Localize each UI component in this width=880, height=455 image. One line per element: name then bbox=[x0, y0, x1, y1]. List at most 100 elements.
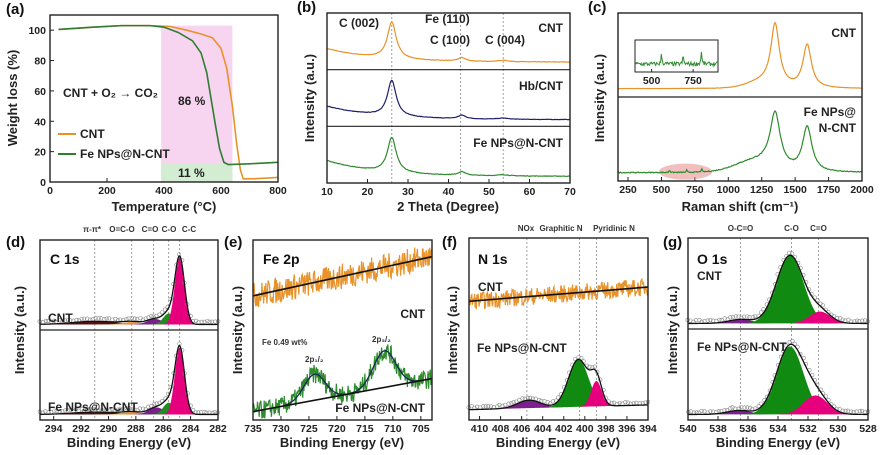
y-axis-label: Intensity (a.u.) bbox=[592, 54, 607, 142]
peak-label: Graphitic N bbox=[539, 224, 582, 233]
fit-component-1 bbox=[688, 346, 868, 415]
data-point bbox=[213, 319, 218, 324]
data-point bbox=[511, 400, 516, 405]
data-point bbox=[693, 317, 699, 323]
data-point bbox=[154, 401, 159, 406]
annotation: C (004) bbox=[485, 33, 525, 47]
data-point bbox=[141, 406, 146, 411]
x-tick-label: 536 bbox=[739, 423, 757, 435]
shaded-region bbox=[161, 25, 233, 182]
x-tick-label: 410 bbox=[471, 423, 489, 435]
series-label: N-CNT bbox=[819, 121, 857, 135]
peak-label: π-π* bbox=[83, 225, 102, 234]
data-point bbox=[82, 316, 87, 321]
x-tick-label: 720 bbox=[328, 423, 346, 435]
x-axis-label: Binding Energy (eV) bbox=[67, 435, 191, 450]
data-point bbox=[545, 399, 550, 405]
fit-component-4 bbox=[40, 257, 218, 325]
y-tick-label: 80 bbox=[34, 56, 46, 68]
series-label: Fe NPs@N-CNT bbox=[335, 401, 425, 415]
data-point bbox=[617, 401, 622, 406]
data-point bbox=[815, 297, 820, 303]
y-tick-label: 40 bbox=[34, 116, 46, 128]
x-tick-label: 20 bbox=[362, 186, 374, 198]
panel-title: N 1s bbox=[478, 251, 508, 267]
data-point bbox=[756, 403, 761, 409]
y-axis-label: Intensity (a.u.) bbox=[665, 286, 680, 374]
peak-label: C-O bbox=[162, 225, 177, 234]
series-label: CNT bbox=[697, 269, 722, 283]
data-point bbox=[741, 314, 747, 319]
data-point bbox=[93, 315, 98, 321]
x-tick-label: 286 bbox=[154, 423, 172, 435]
inset-tick-label: 750 bbox=[684, 75, 702, 87]
annotation: 2p₁/₂ bbox=[305, 355, 324, 364]
peak-label: C=O bbox=[142, 225, 159, 234]
data-point bbox=[73, 407, 78, 412]
panel-title: O 1s bbox=[697, 251, 728, 267]
series-line-1 bbox=[58, 24, 279, 166]
data-point bbox=[129, 315, 135, 321]
y-tick-label: 0 bbox=[40, 177, 46, 189]
spectrum-trace bbox=[326, 79, 571, 121]
plot-frame bbox=[617, 12, 863, 182]
data-point bbox=[134, 316, 140, 322]
fit-envelope bbox=[39, 344, 218, 416]
data-point bbox=[54, 408, 59, 413]
series-label: Fe NPs@N-CNT bbox=[473, 136, 563, 150]
fit-component-2 bbox=[469, 381, 648, 410]
data-point bbox=[625, 400, 631, 405]
data-point bbox=[843, 408, 848, 413]
data-point bbox=[849, 409, 854, 414]
data-point bbox=[509, 401, 514, 406]
data-point bbox=[63, 318, 68, 323]
fit-component-1 bbox=[40, 322, 218, 325]
y-tick-label: 100 bbox=[28, 25, 46, 37]
x-axis-label: Temperature (°C) bbox=[112, 199, 217, 214]
data-point bbox=[160, 310, 165, 315]
data-point bbox=[742, 405, 747, 410]
panel-label: (e) bbox=[224, 234, 242, 251]
annotation: 86 % bbox=[178, 94, 206, 108]
x-tick-label: 715 bbox=[356, 423, 374, 435]
spectrum-trace bbox=[252, 247, 433, 308]
data-point bbox=[104, 316, 109, 321]
data-point bbox=[728, 315, 733, 320]
annotation: CNT + O₂ → CO₂ bbox=[63, 86, 158, 100]
data-point bbox=[840, 317, 845, 322]
series-label: CNT bbox=[478, 280, 503, 294]
peak-label: C-O bbox=[784, 224, 799, 233]
data-point bbox=[102, 317, 107, 322]
panel-title: Fe 2p bbox=[263, 251, 300, 267]
fit-envelope bbox=[687, 254, 869, 325]
x-axis-label: Binding Energy (eV) bbox=[496, 435, 620, 450]
data-point bbox=[149, 313, 154, 319]
x-tick-label: 398 bbox=[597, 423, 615, 435]
x-tick-label: 400 bbox=[576, 423, 594, 435]
annotation: 11 % bbox=[178, 166, 205, 180]
annotation: C (002) bbox=[339, 16, 379, 30]
peak-label: NOx bbox=[518, 224, 535, 233]
panel-title: C 1s bbox=[50, 251, 80, 267]
fit-component-1 bbox=[688, 255, 868, 324]
data-point bbox=[118, 406, 123, 411]
peak-label: C-C bbox=[182, 225, 196, 234]
spectrum-trace bbox=[617, 21, 863, 90]
data-point bbox=[820, 303, 825, 308]
x-axis-label: Raman shift (cm⁻¹) bbox=[682, 199, 799, 214]
data-point bbox=[572, 357, 578, 362]
x-tick-label: 1500 bbox=[783, 184, 807, 196]
peak-label: Pyridinic N bbox=[593, 224, 635, 233]
baseline-line bbox=[468, 286, 649, 303]
series-label: Fe NPs@N-CNT bbox=[477, 341, 567, 355]
data-point bbox=[486, 404, 491, 409]
series-label: CNT bbox=[831, 26, 856, 40]
data-point bbox=[199, 319, 204, 325]
data-point bbox=[747, 405, 753, 410]
x-tick-label: 530 bbox=[829, 423, 847, 435]
x-tick-label: 500 bbox=[653, 184, 671, 196]
data-point bbox=[708, 409, 713, 414]
legend-label: Fe NPs@N-CNT bbox=[80, 147, 170, 161]
x-tick-label: 1000 bbox=[717, 184, 741, 196]
fit-component-2 bbox=[688, 311, 868, 324]
